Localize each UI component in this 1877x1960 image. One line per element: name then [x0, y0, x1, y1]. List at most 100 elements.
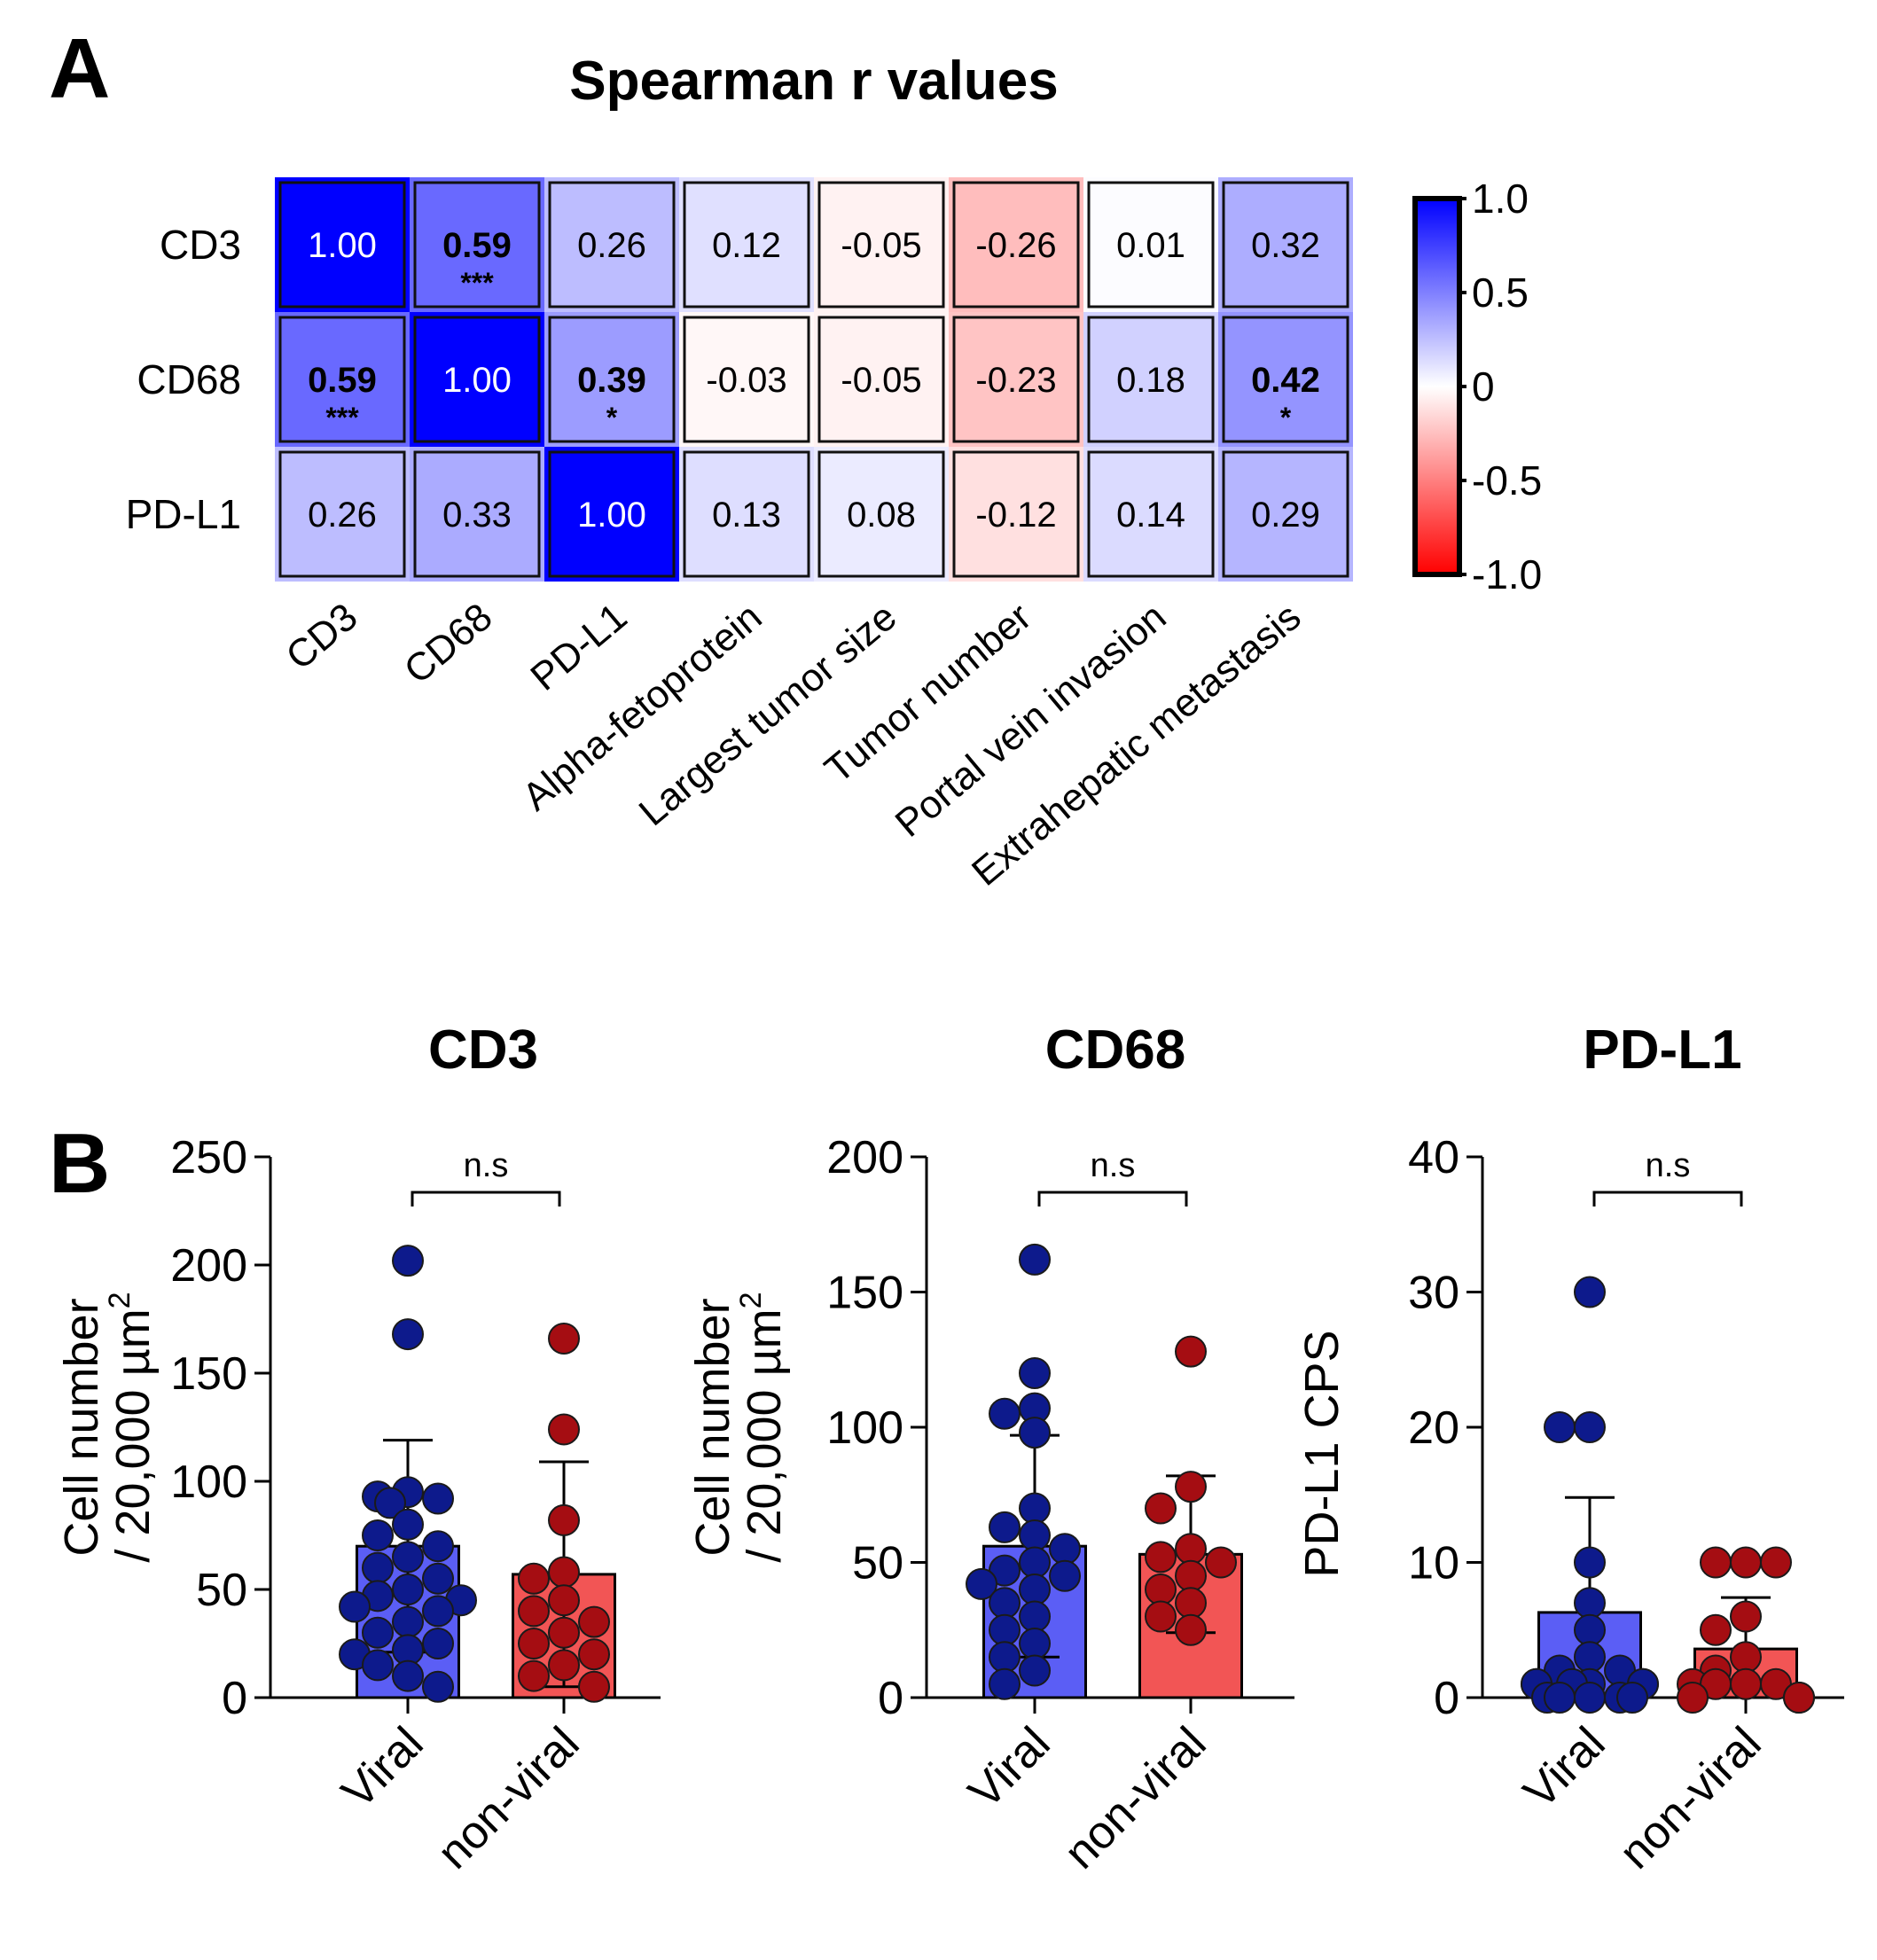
heatmap-cell-pd-l1-alpha-fetoprotein	[683, 450, 810, 578]
heatmap-cell-cd3-cd68	[413, 181, 541, 308]
pd-l1-y-tick-label: 10	[1408, 1538, 1459, 1589]
heatmap-value-cd3-largest-tumor-size: -0.05	[841, 226, 921, 265]
cd3-y-tick-label: 100	[170, 1456, 247, 1508]
cd3-y-axis-title-line2: / 20,000 µm	[106, 1308, 160, 1562]
panel-b-letter: B	[49, 1116, 110, 1211]
cd3-data-point-non-viral	[518, 1628, 550, 1659]
pd-l1-data-point-non-viral	[1730, 1546, 1762, 1579]
heatmap-significance-cd68-cd3: ***	[325, 402, 359, 433]
cd68-data-point-viral	[1019, 1243, 1051, 1276]
pd-l1-data-point-non-viral	[1730, 1667, 1762, 1700]
cd3-data-point-viral	[392, 1659, 424, 1692]
cd3-data-point-non-viral	[548, 1616, 580, 1649]
heatmap-value-pd-l1-cd68: 0.33	[442, 496, 512, 535]
heatmap-significance-cd68-pd-l1: *	[606, 402, 618, 433]
cd3-data-point-viral	[339, 1590, 371, 1623]
heatmap-value-cd68-tumor-number: -0.23	[975, 361, 1056, 400]
cd3-data-point-viral	[374, 1487, 406, 1519]
cd3-data-point-non-viral	[518, 1595, 550, 1628]
cd3-category-label-non-viral: non-viral	[427, 1717, 589, 1878]
cd3-y-axis-title-line1: Cell number	[55, 1298, 108, 1556]
cd3-data-point-viral	[422, 1562, 454, 1595]
cd68-y-tick-label: 0	[878, 1673, 903, 1724]
pd-l1-significance-bracket	[1592, 1191, 1743, 1206]
heatmap-value-pd-l1-portal-vein-invasion: 0.14	[1116, 496, 1185, 535]
colorbar-tick-label: -1.0	[1472, 551, 1542, 597]
cd3-significance-bracket	[411, 1191, 561, 1206]
heatmap-cell-cd68-largest-tumor-size	[817, 316, 945, 443]
cd68-data-point-viral	[1019, 1628, 1051, 1659]
pd-l1-data-point-non-viral	[1783, 1682, 1815, 1714]
pd-l1-data-point-viral	[1574, 1411, 1606, 1443]
cd3-data-point-viral	[392, 1245, 424, 1277]
heatmap-value-cd68-extrahepatic-metastasis: 0.42	[1251, 361, 1320, 400]
pd-l1-y-tick-label: 0	[1434, 1673, 1459, 1724]
cd3-data-point-non-viral	[548, 1322, 580, 1355]
cd68-data-point-viral	[1019, 1492, 1051, 1525]
cd3-chart-title: CD3	[428, 1019, 538, 1081]
cd3-y-tick-label: 50	[196, 1565, 247, 1616]
heatmap-cell-cd3-cd3	[278, 181, 406, 308]
heatmap-cell-cd68-tumor-number	[952, 316, 1080, 443]
colorbar-tick-label: 1.0	[1472, 176, 1529, 222]
cd68-data-point-viral	[989, 1613, 1021, 1646]
cd68-y-tick-label: 100	[826, 1402, 903, 1454]
pd-l1-data-point-viral	[1574, 1641, 1606, 1674]
cd3-data-point-non-viral	[518, 1659, 550, 1692]
heatmap-value-cd68-largest-tumor-size: -0.05	[841, 361, 921, 400]
heatmap-row-labels: CD3 CD68 PD-L1	[126, 222, 241, 537]
heatmap-value-cd3-tumor-number: -0.26	[975, 226, 1056, 265]
colorbar-gradient	[1412, 196, 1462, 577]
pd-l1-data-point-viral	[1574, 1613, 1606, 1646]
pd-l1-data-point-non-viral	[1700, 1613, 1732, 1646]
pd-l1-data-point-non-viral	[1730, 1600, 1762, 1633]
cd3-y-tick-label: 150	[170, 1348, 247, 1400]
heatmap-cell-cd68-cd68	[413, 316, 541, 443]
cd3-data-point-viral	[422, 1530, 454, 1563]
heatmap-value-cd3-cd3: 1.00	[308, 226, 377, 265]
heatmap-value-cd68-alpha-fetoprotein: -0.03	[706, 361, 786, 400]
cd68-data-point-viral	[1019, 1600, 1051, 1633]
heatmap-column-label-pd-l1: PD-L1	[522, 595, 635, 699]
cd3-data-point-non-viral	[548, 1556, 580, 1589]
cd68-significance-bracket	[1037, 1191, 1188, 1206]
pd-l1-significance-label: n.s	[1646, 1147, 1691, 1184]
heatmap-cell-cd3-largest-tumor-size	[817, 181, 945, 308]
cd68-data-point-viral	[989, 1511, 1021, 1543]
cd68-data-point-viral	[1049, 1559, 1081, 1592]
heatmap-value-cd68-portal-vein-invasion: 0.18	[1116, 361, 1185, 400]
cd68-data-point-non-viral	[1145, 1492, 1177, 1525]
pd-l1-data-point-viral	[1544, 1682, 1576, 1714]
heatmap-cell-cd68-extrahepatic-metastasis	[1222, 316, 1349, 443]
heatmap-value-cd68-cd68: 1.00	[442, 361, 512, 400]
cd3-y-tick-label: 0	[222, 1673, 247, 1724]
cd68-data-point-viral	[966, 1567, 997, 1600]
heatmap-cell-cd3-pd-l1	[548, 181, 676, 308]
heatmap-significance-cd68-extrahepatic-metastasis: *	[1280, 402, 1292, 433]
colorbar-tick-label: 0.5	[1472, 269, 1529, 316]
cd68-data-point-viral	[1019, 1519, 1051, 1551]
heatmap-title: Spearman r values	[569, 51, 1058, 112]
cd68-data-point-non-viral	[1175, 1471, 1207, 1503]
heatmap-significance-cd3-cd68: ***	[460, 267, 494, 299]
cd3-data-point-viral	[422, 1670, 454, 1703]
pd-l1-data-point-viral	[1574, 1682, 1606, 1714]
heatmap-row-label-cd68: CD68	[137, 356, 241, 402]
cd3-data-point-viral	[422, 1482, 454, 1515]
heatmap-cell-pd-l1-largest-tumor-size	[817, 450, 945, 578]
cd68-data-point-non-viral	[1175, 1533, 1207, 1566]
heatmap-cell-pd-l1-cd3	[278, 450, 406, 578]
heatmap-cell-pd-l1-extrahepatic-metastasis	[1222, 450, 1349, 578]
cd68-bar-chart: CD68 Cell number/ 20,000 µm2 0 50 100 150 200 V…	[686, 1019, 1294, 1878]
cd68-data-point-viral	[989, 1587, 1021, 1620]
cd68-data-point-viral	[1049, 1533, 1081, 1566]
cd3-y-axis-title: Cell number/ 20,000 µm2	[55, 1292, 160, 1562]
cd3-data-point-viral	[422, 1628, 454, 1659]
cd3-bar-chart: CD3 Cell number/ 20,000 µm2 0 50 100 150 200 25…	[55, 1019, 661, 1878]
heatmap-column-label-alpha-fetoprotein: Alpha-fetoprotein	[514, 595, 770, 819]
pd-l1-data-point-viral	[1574, 1587, 1606, 1620]
pd-l1-y-tick-label: 20	[1408, 1402, 1459, 1454]
cd68-data-point-non-viral	[1175, 1559, 1207, 1592]
heatmap-value-pd-l1-alpha-fetoprotein: 0.13	[712, 496, 781, 535]
